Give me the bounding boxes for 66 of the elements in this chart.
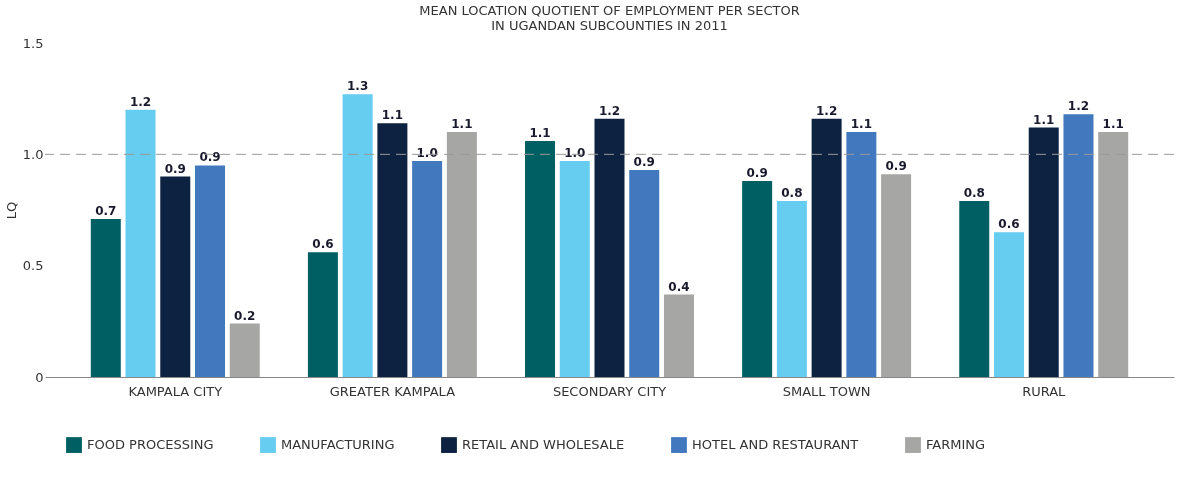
legend-label: FARMING [926, 437, 986, 453]
bar [1063, 114, 1094, 377]
data-label: 1.2 [598, 103, 621, 118]
data-label: 0.9 [885, 159, 907, 174]
bar [559, 161, 590, 377]
bar [881, 174, 912, 377]
data-label: 1.1 [381, 108, 404, 123]
bar [307, 252, 338, 377]
legend-label: HOTEL AND RESTAURANT [692, 437, 859, 453]
data-label: 0.4 [668, 279, 690, 294]
data-label: 0.8 [781, 186, 803, 201]
legend-label: FOOD PROCESSING [87, 437, 214, 453]
x-tick-label: RURAL [1022, 383, 1067, 399]
data-label: 1.0 [416, 146, 438, 161]
data-label: 0.9 [199, 150, 221, 165]
data-label: 1.1 [1102, 117, 1124, 132]
data-label: 1.3 [347, 79, 369, 94]
data-label: 1.1 [451, 117, 473, 132]
bar [846, 132, 877, 377]
bar [160, 176, 191, 377]
bar [195, 165, 226, 377]
bar [342, 94, 373, 377]
bar [993, 232, 1024, 377]
bar [125, 109, 156, 377]
bar [412, 161, 443, 377]
y-tick-label: 0 [35, 369, 44, 385]
y-tick-label: 1.0 [22, 146, 44, 162]
bar [525, 140, 556, 377]
legend-label: RETAIL AND WHOLESALE [462, 437, 625, 453]
data-label: 0.6 [312, 237, 334, 252]
y-tick-label: 1.5 [22, 35, 44, 51]
data-label: 1.1 [529, 125, 551, 140]
bar [776, 201, 807, 377]
y-axis-title: LQ [3, 201, 19, 220]
data-label: 1.1 [850, 117, 872, 132]
data-label: 1.2 [815, 103, 838, 118]
bar [959, 201, 990, 377]
bar [1098, 132, 1129, 377]
bar [811, 118, 842, 377]
bar [90, 218, 121, 377]
x-tick-label: KAMPALA CITY [128, 383, 223, 399]
data-label: 1.2 [1067, 99, 1090, 114]
bar [377, 123, 408, 377]
bar [594, 118, 625, 377]
x-tick-label: GREATER KAMPALA [329, 383, 456, 399]
data-label: 0.9 [164, 161, 186, 176]
data-label: 0.8 [963, 186, 985, 201]
data-label: 0.6 [998, 217, 1020, 232]
data-label: 1.1 [1033, 112, 1055, 127]
data-label: 0.2 [234, 308, 256, 323]
bar [229, 323, 260, 377]
bar [446, 132, 477, 377]
bar [663, 294, 694, 377]
data-label: 0.7 [95, 203, 117, 218]
bar [742, 181, 773, 377]
x-tick-label: SECONDARY CITY [552, 383, 667, 399]
data-label: 0.9 [746, 166, 768, 181]
bar [629, 169, 660, 377]
chart-title: MEAN LOCATION QUOTIENT OF EMPLOYMENT PER SECTOR IN UGANDAN SUBCOUNTIES IN 2011 [419, 3, 800, 33]
legend-label: MANUFACTURING [281, 437, 395, 453]
data-label: 1.0 [564, 146, 586, 161]
y-tick-label: 0.5 [22, 258, 44, 274]
bar [1028, 127, 1059, 377]
x-tick-label: SMALL TOWN [782, 383, 871, 399]
data-label: 0.9 [633, 154, 655, 169]
data-label: 1.2 [129, 94, 152, 109]
